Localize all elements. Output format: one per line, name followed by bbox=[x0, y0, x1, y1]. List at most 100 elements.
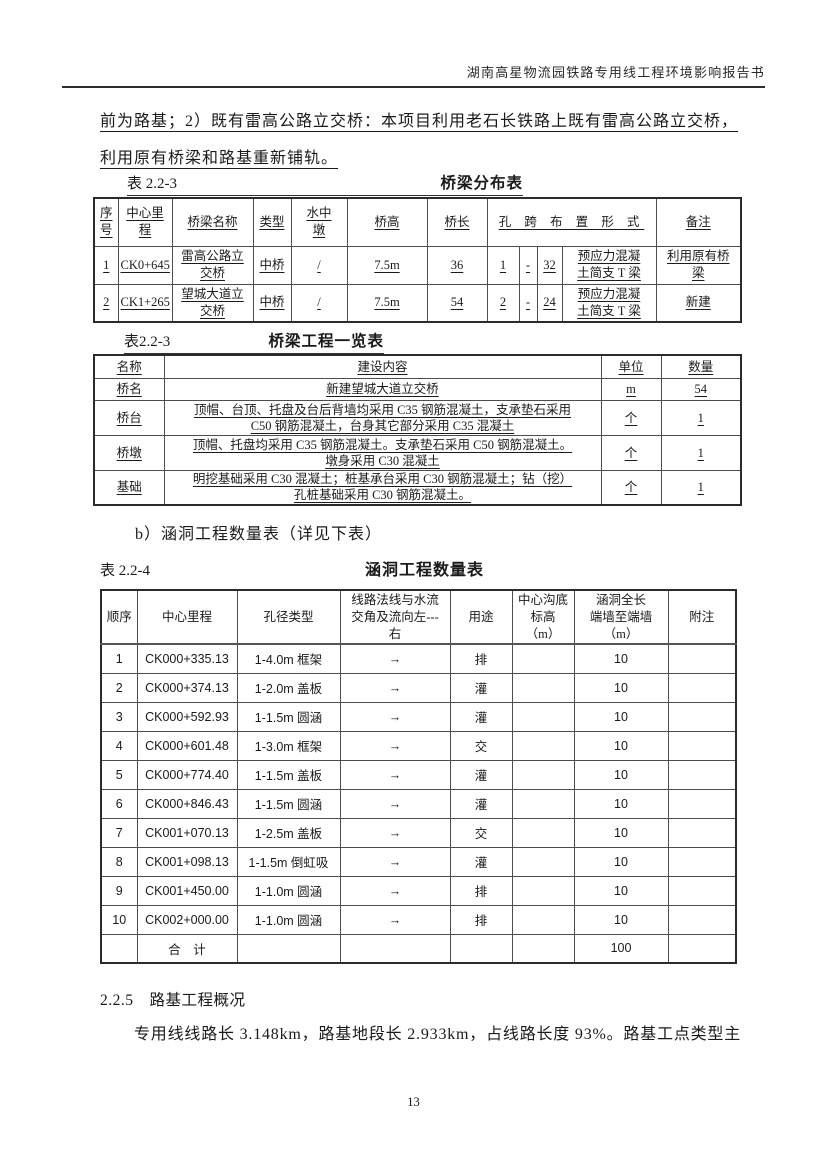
table-cell: 2 bbox=[100, 672, 138, 703]
table-cell: 2 bbox=[93, 283, 119, 323]
column-header: 桥高 bbox=[346, 197, 428, 247]
table-cell: 1-1.0m 圆涵 bbox=[236, 904, 341, 935]
table-cell: - bbox=[518, 245, 538, 285]
table-cell: 1 bbox=[93, 245, 119, 285]
bridge-distribution-table: 序 号 中心里程 桥梁名称 类型 水中 墩 桥高 桥长 孔 跨 布 置 形 式 … bbox=[93, 197, 743, 323]
arrow-cell: → bbox=[339, 846, 451, 877]
table-row: 2 CK1+265 望城大道立 交桥 中桥 / 7.5m 54 2 - 24 预… bbox=[93, 283, 742, 323]
table-row: 9 CK001+450.00 1-1.0m 圆涵 → 排 10 bbox=[100, 875, 737, 906]
table-cell: 排 bbox=[449, 904, 513, 935]
table-cell: CK0+645 bbox=[117, 245, 173, 285]
table-cell: 桥墩 bbox=[93, 434, 165, 471]
column-header: 名称 bbox=[93, 354, 165, 379]
table-row: 4 CK000+601.48 1-3.0m 框架 → 交 10 bbox=[100, 730, 737, 761]
table-cell: 预应力混凝 土简支 T 梁 bbox=[561, 245, 657, 285]
table-cell: 7.5m bbox=[346, 245, 428, 285]
table-cell: 2 bbox=[486, 283, 520, 323]
table-cell bbox=[100, 933, 138, 964]
table-cell: - bbox=[518, 283, 538, 323]
table-cell bbox=[511, 788, 575, 819]
table-title: 涵洞工程数量表 bbox=[364, 562, 484, 579]
table-cell: 中桥 bbox=[252, 283, 292, 323]
table-cell: 排 bbox=[449, 643, 513, 674]
table-title: 桥梁工程一览表 bbox=[268, 333, 384, 350]
table-cell: CK000+592.93 bbox=[136, 701, 238, 732]
table-cell: CK000+335.13 bbox=[136, 643, 238, 674]
table-cell bbox=[449, 933, 513, 964]
total-label-cell: 合 计 bbox=[136, 933, 238, 964]
column-header: 建设内容 bbox=[163, 354, 602, 379]
table-cell bbox=[667, 933, 737, 964]
table-cell: 54 bbox=[426, 283, 488, 323]
table-cell bbox=[667, 701, 737, 732]
column-header: 中心沟底 标高 （m） bbox=[511, 589, 575, 645]
table-cell: 1-2.0m 盖板 bbox=[236, 672, 341, 703]
table-cell: 1-1.5m 倒虹吸 bbox=[236, 846, 341, 877]
arrow-cell: → bbox=[339, 701, 451, 732]
table-cell: CK002+000.00 bbox=[136, 904, 238, 935]
culvert-table-caption: 表 2.2-4 涵洞工程数量表 bbox=[100, 556, 484, 582]
table-cell bbox=[511, 817, 575, 848]
table-cell: 个 bbox=[600, 469, 662, 506]
table-cell: 1-1.5m 盖板 bbox=[236, 759, 341, 790]
column-header: 数量 bbox=[660, 354, 742, 379]
table-cell: 9 bbox=[100, 875, 138, 906]
table-label: 表 2.2-4 bbox=[100, 563, 150, 579]
table-cell: 排 bbox=[449, 875, 513, 906]
table-cell: 桥台 bbox=[93, 399, 165, 436]
table-cell bbox=[511, 643, 575, 674]
table-cell: 顶帽、托盘均采用 C35 钢筋混凝土。支承垫石采用 C50 钢筋混凝土。 墩身采… bbox=[163, 434, 602, 471]
table-cell bbox=[511, 933, 575, 964]
table-cell bbox=[667, 643, 737, 674]
arrow-cell: → bbox=[339, 788, 451, 819]
table-cell bbox=[511, 672, 575, 703]
table-cell bbox=[667, 904, 737, 935]
bridge-overview-table-caption: 表2.2-3 桥梁工程一览表 bbox=[124, 329, 384, 354]
table-cell bbox=[667, 788, 737, 819]
table-cell: 10 bbox=[573, 788, 669, 819]
intro-line-2: 利用原有桥梁和路基重新铺轨。 bbox=[100, 150, 339, 167]
table-total-row: 合 计 100 bbox=[100, 933, 737, 964]
total-value-cell: 100 bbox=[573, 933, 669, 964]
table-cell: CK001+098.13 bbox=[136, 846, 238, 877]
table-cell: 基础 bbox=[93, 469, 165, 506]
table-cell: 10 bbox=[573, 730, 669, 761]
table-cell: CK000+846.43 bbox=[136, 788, 238, 819]
table-row: 7 CK001+070.13 1-2.5m 盖板 → 交 10 bbox=[100, 817, 737, 848]
table-header-row: 名称 建设内容 单位 数量 bbox=[93, 354, 742, 379]
table-cell bbox=[511, 875, 575, 906]
arrow-cell: → bbox=[339, 730, 451, 761]
table-row: 6 CK000+846.43 1-1.5m 圆涵 → 灌 10 bbox=[100, 788, 737, 819]
column-header-span-layout: 孔 跨 布 置 形 式 bbox=[486, 197, 657, 247]
table-cell: 4 bbox=[100, 730, 138, 761]
table-row: 5 CK000+774.40 1-1.5m 盖板 → 灌 10 bbox=[100, 759, 737, 790]
table-cell: CK001+070.13 bbox=[136, 817, 238, 848]
table-cell: 灌 bbox=[449, 788, 513, 819]
table-cell: 7.5m bbox=[346, 283, 428, 323]
table-cell: 10 bbox=[573, 701, 669, 732]
table-cell: 10 bbox=[573, 643, 669, 674]
table-cell: 5 bbox=[100, 759, 138, 790]
table-row: 8 CK001+098.13 1-1.5m 倒虹吸 → 灌 10 bbox=[100, 846, 737, 877]
table-cell: 雷高公路立 交桥 bbox=[171, 245, 254, 285]
culvert-quantity-table: 顺序 中心里程 孔径类型 线路法线与水流 交角及流向左--- 右 用途 中心沟底… bbox=[100, 589, 737, 964]
table-cell: 1-1.5m 圆涵 bbox=[236, 701, 341, 732]
table-header-row: 顺序 中心里程 孔径类型 线路法线与水流 交角及流向左--- 右 用途 中心沟底… bbox=[100, 589, 737, 645]
table-cell: 6 bbox=[100, 788, 138, 819]
arrow-cell: → bbox=[339, 875, 451, 906]
table-cell: / bbox=[290, 283, 348, 323]
table-cell: 1 bbox=[486, 245, 520, 285]
table-cell: CK000+774.40 bbox=[136, 759, 238, 790]
table-cell: 1-1.5m 圆涵 bbox=[236, 788, 341, 819]
table-cell: 中桥 bbox=[252, 245, 292, 285]
arrow-cell: → bbox=[339, 904, 451, 935]
table-cell: 10 bbox=[573, 904, 669, 935]
table-cell: 新建 bbox=[655, 283, 742, 323]
column-header: 附注 bbox=[667, 589, 737, 645]
arrow-cell: → bbox=[339, 643, 451, 674]
column-header: 孔径类型 bbox=[236, 589, 341, 645]
table-cell: CK000+601.48 bbox=[136, 730, 238, 761]
table-cell bbox=[511, 904, 575, 935]
column-header: 顺序 bbox=[100, 589, 138, 645]
